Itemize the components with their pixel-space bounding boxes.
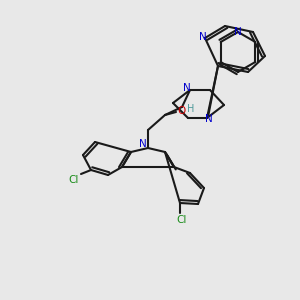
Text: Cl: Cl <box>177 215 187 225</box>
Text: Cl: Cl <box>69 175 79 185</box>
Text: N: N <box>234 27 242 37</box>
Text: N: N <box>139 139 147 149</box>
Text: H: H <box>187 104 195 114</box>
Text: N: N <box>205 114 213 124</box>
Text: O: O <box>178 106 186 116</box>
Text: N: N <box>199 32 207 42</box>
Text: N: N <box>183 83 191 93</box>
